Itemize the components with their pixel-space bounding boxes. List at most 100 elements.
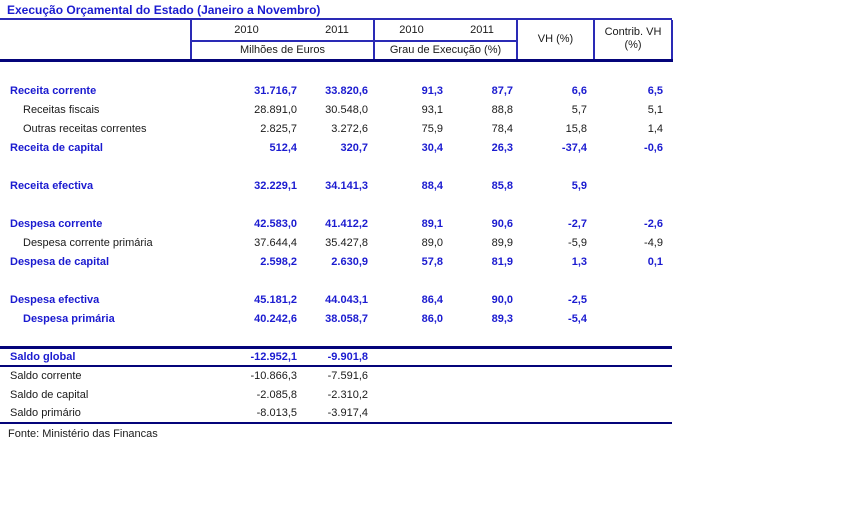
cell-vh: -37,4 <box>561 141 587 154</box>
cell-m2010: 40.242,6 <box>254 312 297 325</box>
cell-m2011: -2.310,2 <box>327 388 368 401</box>
cell-g2011: 81,9 <box>491 255 513 268</box>
row-despesa-primaria: Despesa primária 40.242,6 38.058,7 86,0 … <box>0 309 672 328</box>
cell-g2010: 93,1 <box>421 103 443 116</box>
header-2011-execution: 2011 <box>448 20 518 42</box>
cell-g2010: 88,4 <box>421 179 443 192</box>
header-contrib-vh-line1: Contrib. VH <box>604 26 662 39</box>
cell-g2010: 86,0 <box>421 312 443 325</box>
row-label: Saldo primário <box>0 404 191 424</box>
cell-g2011: 90,0 <box>491 293 513 306</box>
cell-m2011: -9.901,8 <box>301 345 374 367</box>
cell-cvh: -0,6 <box>644 141 663 154</box>
cell-g2010: 89,0 <box>421 236 443 249</box>
cell-cvh: -2,6 <box>644 217 663 230</box>
spacer-row <box>0 328 672 347</box>
header-year-row: 2010 2011 2010 2011 VH (%) Contrib. VH (… <box>0 20 673 62</box>
cell-m2010: 42.583,0 <box>254 217 297 230</box>
header-2010-millions: 2010 <box>190 20 301 42</box>
cell-g2011: 78,4 <box>491 122 513 135</box>
cell-cvh <box>594 290 672 309</box>
cell-m2011: 3.272,6 <box>331 122 368 135</box>
cell-cvh: -4,9 <box>644 236 663 249</box>
cell-m2010: 512,4 <box>269 141 297 154</box>
row-despesa-corrente-primaria: Despesa corrente primária 37.644,4 35.42… <box>0 233 672 252</box>
cell-g2011: 26,3 <box>491 141 513 154</box>
header-contrib-vh-line2: (%) <box>624 39 642 52</box>
cell-m2010: 32.229,1 <box>254 179 297 192</box>
cell-g2011: 88,8 <box>491 103 513 116</box>
row-receita-efectiva: Receita efectiva 32.229,1 34.141,3 88,4 … <box>0 176 672 195</box>
cell-m2010: 2.825,7 <box>260 122 297 135</box>
cell-m2011: 30.548,0 <box>325 103 368 116</box>
cell-vh: -5,4 <box>568 312 587 325</box>
row-label: Outras receitas correntes <box>23 122 147 135</box>
cell-vh: 6,6 <box>571 84 587 97</box>
cell-cvh <box>594 309 672 328</box>
row-receita-corrente: Receita corrente 31.716,7 33.820,6 91,3 … <box>0 81 672 100</box>
row-label: Receitas fiscais <box>23 103 100 116</box>
cell-m2011: -3.917,4 <box>301 404 374 424</box>
spacer-row <box>0 271 672 290</box>
row-outras-receitas: Outras receitas correntes 2.825,7 3.272,… <box>0 119 672 138</box>
cell-cvh: 5,1 <box>647 103 663 116</box>
cell-m2010: 45.181,2 <box>254 293 297 306</box>
row-saldo-global: Saldo global -12.952,1 -9.901,8 <box>0 345 672 367</box>
cell-m2011: 34.141,3 <box>325 179 368 192</box>
row-receitas-fiscais: Receitas fiscais 28.891,0 30.548,0 93,1 … <box>0 100 672 119</box>
row-label: Receita efectiva <box>10 179 94 192</box>
row-label: Despesa efectiva <box>10 293 100 306</box>
cell-m2011: 35.427,8 <box>325 236 368 249</box>
row-label: Saldo global <box>0 345 191 367</box>
row-label: Saldo corrente <box>10 370 82 382</box>
cell-m2010: 28.891,0 <box>254 103 297 116</box>
row-label: Receita corrente <box>10 84 97 97</box>
cell-vh: 5,7 <box>571 103 587 116</box>
cell-m2011: 33.820,6 <box>325 84 368 97</box>
row-label: Receita de capital <box>10 141 103 154</box>
table-body: Receita corrente 31.716,7 33.820,6 91,3 … <box>0 60 672 424</box>
cell-m2010: -10.866,3 <box>250 370 297 382</box>
header-2010-execution: 2010 <box>374 20 448 42</box>
header-contrib-vh: Contrib. VH (%) <box>594 20 673 62</box>
cell-g2010: 75,9 <box>421 122 443 135</box>
spacer-row <box>0 157 672 176</box>
header-2011-millions: 2011 <box>301 20 375 42</box>
cell-g2010: 89,1 <box>421 217 443 230</box>
header-group-execution: Grau de Execução (%) <box>374 41 518 62</box>
header-group-millions: Milhões de Euros <box>190 41 375 62</box>
spacer-row <box>0 195 672 214</box>
cell-m2011: 41.412,2 <box>325 217 368 230</box>
cell-cvh <box>594 176 672 195</box>
cell-vh: 1,3 <box>571 255 587 268</box>
cell-cvh: 6,5 <box>647 84 663 97</box>
cell-g2010: 57,8 <box>421 255 443 268</box>
cell-vh: -2,7 <box>568 217 587 230</box>
row-receita-capital: Receita de capital 512,4 320,7 30,4 26,3… <box>0 138 672 157</box>
cell-m2010: -8.013,5 <box>191 404 301 424</box>
cell-g2010: 86,4 <box>421 293 443 306</box>
cell-vh: -2,5 <box>568 293 587 306</box>
cell-g2010: 91,3 <box>421 84 443 97</box>
cell-g2011: 87,7 <box>491 84 513 97</box>
row-label: Despesa corrente <box>10 217 103 230</box>
table-header: 2010 2011 2010 2011 VH (%) Contrib. VH (… <box>0 20 673 62</box>
cell-g2010: 30,4 <box>421 141 443 154</box>
row-label: Despesa de capital <box>10 255 110 268</box>
cell-m2010: -12.952,1 <box>191 345 301 367</box>
cell-g2011: 89,9 <box>491 236 513 249</box>
cell-m2010: -2.085,8 <box>256 388 297 401</box>
cell-vh: 5,9 <box>571 179 587 192</box>
row-saldo-corrente: Saldo corrente -10.866,3 -7.591,6 <box>0 366 672 385</box>
cell-cvh: 1,4 <box>647 122 663 135</box>
row-despesa-efectiva: Despesa efectiva 45.181,2 44.043,1 86,4 … <box>0 290 672 309</box>
cell-cvh: 0,1 <box>647 255 663 268</box>
cell-m2011: 44.043,1 <box>325 293 368 306</box>
cell-m2011: 320,7 <box>340 141 368 154</box>
cell-m2011: 38.058,7 <box>325 312 368 325</box>
row-despesa-capital: Despesa de capital 2.598,2 2.630,9 57,8 … <box>0 252 672 271</box>
header-vh: VH (%) <box>517 20 595 62</box>
header-group-row: Milhões de Euros Grau de Execução (%) <box>0 41 672 62</box>
source-note: Fonte: Ministério das Financas <box>8 428 158 440</box>
row-saldo-primario: Saldo primário -8.013,5 -3.917,4 <box>0 404 672 424</box>
